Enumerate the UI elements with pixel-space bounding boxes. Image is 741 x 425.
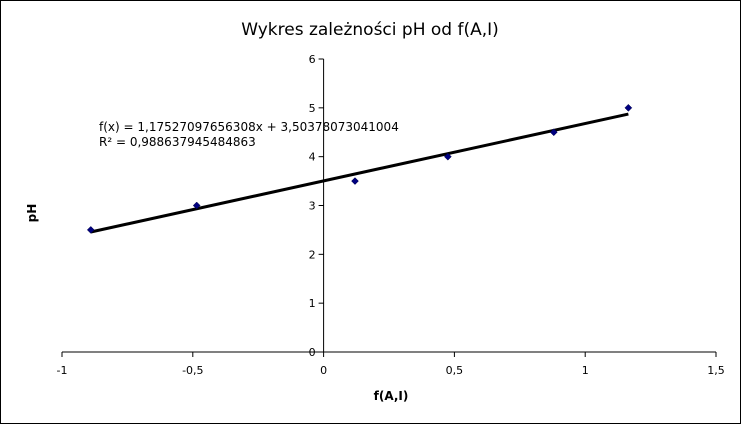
- trendline-equation: f(x) = 1,17527097656308x + 3,50378073041…: [99, 120, 399, 134]
- x-tick-label: 0: [320, 364, 327, 377]
- x-tick-label: 1: [582, 364, 589, 377]
- tick-labels: -1 -0,5 0 0,5 1 1,5 0 1 2 3 4 5 6: [57, 53, 725, 377]
- trendline-r-squared: R² = 0,988637945484863: [99, 135, 256, 149]
- y-tick-label: 5: [309, 102, 316, 115]
- data-points: [86, 103, 633, 234]
- chart-title: Wykres zależności pH od f(A,I): [241, 20, 499, 40]
- x-tick-label: 1,5: [707, 364, 725, 377]
- data-point: [549, 128, 558, 137]
- trendline-layer: [90, 112, 629, 234]
- y-tick-label: 3: [309, 200, 316, 213]
- data-point: [351, 177, 359, 185]
- data-point: [86, 226, 95, 234]
- data-point: [624, 103, 633, 112]
- y-tick-label: 6: [309, 53, 316, 66]
- y-axis-label: pH: [25, 204, 39, 223]
- x-axis-label: f(A,I): [374, 389, 409, 403]
- y-tick-label: 0: [309, 346, 316, 359]
- y-tick-label: 2: [309, 248, 316, 261]
- x-tick-label: -1: [57, 364, 68, 377]
- data-point: [444, 152, 452, 161]
- axes: [62, 59, 716, 353]
- y-tick-label: 4: [309, 151, 316, 164]
- x-tick-label: -0,5: [182, 364, 203, 377]
- trendline: [90, 112, 629, 234]
- tick-marks: [61, 58, 717, 357]
- y-tick-label: 1: [309, 297, 316, 310]
- data-point: [192, 201, 201, 210]
- x-tick-label: 0,5: [446, 364, 464, 377]
